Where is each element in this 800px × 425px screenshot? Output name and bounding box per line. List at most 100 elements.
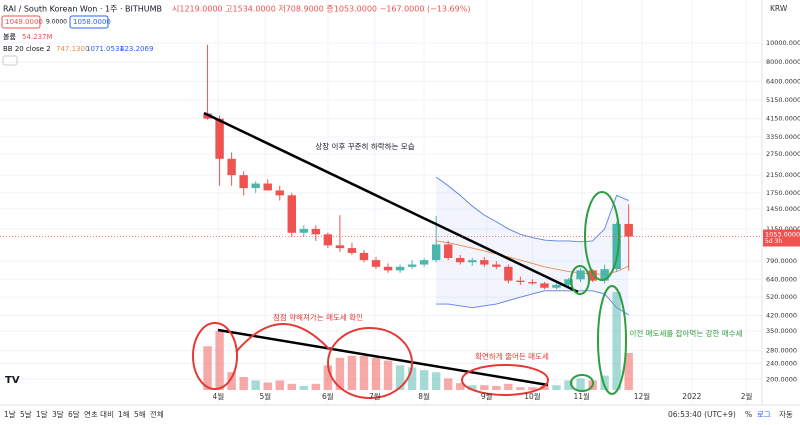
x-tick-label: 7월 <box>369 391 381 401</box>
candle-body <box>419 260 429 265</box>
currency[interactable]: KRW <box>770 4 788 13</box>
volume-bar <box>359 355 369 390</box>
bb-legend-value: 1071.0531 <box>86 45 124 53</box>
y-tick-label: 8000.0000 <box>766 58 800 66</box>
annotation: 점점 약해져가는 매도세 확인 <box>273 312 363 322</box>
candle-body <box>480 260 489 265</box>
y-tick-label: 420.0000 <box>766 312 797 320</box>
x-tick-label: 2022 <box>682 392 701 401</box>
volume-bar <box>528 387 537 390</box>
candle-body <box>564 279 573 285</box>
log-toggle[interactable]: 로그 <box>757 410 771 419</box>
spread: 9.0000 <box>46 19 67 26</box>
candle-body <box>516 280 525 283</box>
candle-body <box>492 264 501 267</box>
y-tick-label: 6400.0000 <box>766 77 800 85</box>
countdown: 5d 3h <box>765 238 782 245</box>
candle-body <box>383 266 393 271</box>
range-button[interactable]: 연초 대비 <box>84 410 114 419</box>
range-button[interactable]: 5해 <box>134 409 146 419</box>
candle-body <box>347 248 357 253</box>
x-tick-label: 2월 <box>741 391 753 401</box>
annotation: 확연하게 줄어든 매도세 <box>475 351 549 361</box>
bb-legend-value: 423.2069 <box>120 45 153 53</box>
candle-body <box>275 190 284 196</box>
volume-bar <box>263 382 272 390</box>
sell-price[interactable]: 1049.0000 <box>5 18 43 26</box>
volume-bar <box>347 355 357 390</box>
buy-price[interactable]: 1058.0000 <box>73 18 111 26</box>
annotation: 이전 매도세를 잡아먹는 강한 매수세 <box>629 328 742 338</box>
candle-body <box>540 283 549 288</box>
candle-body <box>624 223 633 237</box>
volume-bar <box>215 331 224 390</box>
candle-body <box>407 264 417 267</box>
ellipse <box>597 285 627 395</box>
bb-legend: BB 20 close 2 <box>3 45 51 53</box>
y-tick-label: 5150.0000 <box>766 96 800 104</box>
logo: TV <box>5 375 20 386</box>
volume-bar <box>239 377 248 390</box>
volume-bar <box>456 383 465 390</box>
y-tick-label: 4150.0000 <box>766 115 800 123</box>
annotation: 상장 이후 꾸준히 하락하는 모습 <box>315 141 414 151</box>
volume-bar <box>227 372 236 390</box>
candle-body <box>456 258 465 263</box>
candle-body <box>335 245 345 249</box>
volume-bar <box>492 385 501 390</box>
y-tick-label: 1450.0000 <box>766 205 800 213</box>
candle-body <box>588 270 597 281</box>
volume-bar <box>311 383 321 390</box>
x-tick-label: 6월 <box>322 391 334 401</box>
collapse-button[interactable] <box>2 55 18 66</box>
candle-body <box>504 266 513 281</box>
range-button[interactable]: 6달 <box>68 410 80 419</box>
auto-toggle[interactable]: 자동 <box>779 410 793 419</box>
volume-bar <box>395 365 405 390</box>
volume-bar <box>251 380 260 390</box>
volume-bar <box>287 383 296 390</box>
range-button[interactable]: 전체 <box>150 409 164 419</box>
y-tick-label: 1150.0000 <box>766 225 800 233</box>
buy-button[interactable] <box>69 15 109 29</box>
range-button[interactable]: 1달 <box>36 410 48 419</box>
candle-body <box>251 183 260 189</box>
candle-body <box>239 175 248 189</box>
drawings <box>192 111 627 399</box>
volume-bar <box>335 357 345 390</box>
y-tick-label: 280.0000 <box>766 346 797 354</box>
symbol: RAI / South Korean Won · 1주 · BITHUMB <box>3 5 162 14</box>
ohlc: 시1219.0000 고1534.0000 저708.9000 종1053.00… <box>172 5 470 14</box>
y-tick-label: 240.0000 <box>766 360 797 368</box>
x-tick-label: 9월 <box>481 391 493 401</box>
candle-body <box>287 195 296 233</box>
volume-bar <box>468 385 477 390</box>
ellipse <box>570 374 594 392</box>
candle-body <box>263 183 272 191</box>
range-button[interactable]: 1해 <box>118 409 130 419</box>
range-button[interactable]: 1날 <box>4 409 16 419</box>
y-tick-label: 520.0000 <box>766 293 797 301</box>
volume-legend: 볼륨 <box>3 32 16 41</box>
y-tick-label: 2750.0000 <box>766 150 800 158</box>
volume-bar <box>624 352 633 390</box>
last-price-box <box>763 229 800 247</box>
volume-legend-value: 54.237M <box>22 33 53 41</box>
volume-bar <box>612 292 621 390</box>
range-button[interactable]: 5날 <box>20 409 32 419</box>
x-tick-label: 5월 <box>259 391 271 401</box>
volume-bar <box>299 385 309 390</box>
y-tick-label: 1750.0000 <box>766 189 800 197</box>
volume-bar <box>371 357 381 390</box>
candle-body <box>359 252 369 261</box>
range-button[interactable]: 3달 <box>52 410 64 419</box>
volume-bar <box>540 385 549 390</box>
candle-body <box>395 266 405 271</box>
candle-body <box>468 260 477 263</box>
sell-button[interactable] <box>1 15 41 29</box>
ellipse <box>192 322 238 390</box>
volume-bar <box>576 378 585 390</box>
percent-toggle[interactable]: % <box>745 410 752 419</box>
curve <box>235 323 331 353</box>
